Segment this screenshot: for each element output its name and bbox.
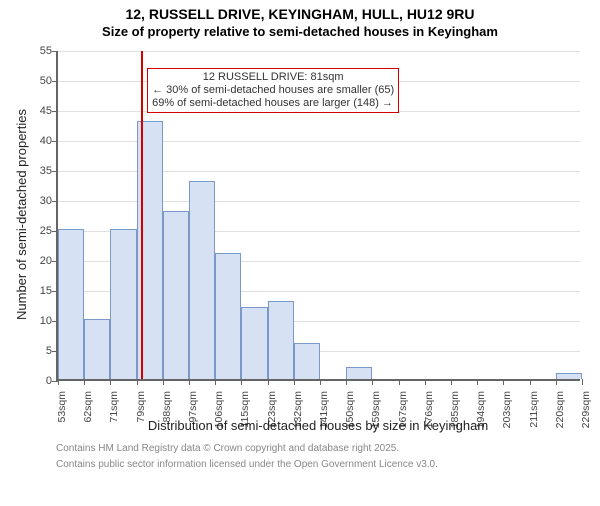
y-tick-label: 55	[28, 45, 52, 57]
x-tick-mark	[294, 379, 295, 385]
reference-line	[141, 51, 143, 379]
histogram-bar	[58, 229, 84, 379]
annotation-box: 12 RUSSELL DRIVE: 81sqm← 30% of semi-det…	[147, 68, 399, 113]
y-axis-label: Number of semi-detached properties	[14, 109, 29, 320]
chart-container: Number of semi-detached properties 05101…	[0, 39, 600, 439]
x-tick-mark	[582, 379, 583, 385]
histogram-bar	[84, 319, 110, 379]
page-title: 12, RUSSELL DRIVE, KEYINGHAM, HULL, HU12…	[0, 6, 600, 22]
x-tick-mark	[58, 379, 59, 385]
y-tick-label: 45	[28, 105, 52, 117]
x-tick-mark	[556, 379, 557, 385]
y-tick-mark	[52, 171, 58, 172]
annotation-line: ← 30% of semi-detached houses are smalle…	[152, 84, 394, 97]
histogram-bar	[294, 343, 320, 379]
x-tick-mark	[477, 379, 478, 385]
x-tick-mark	[372, 379, 373, 385]
x-tick-mark	[399, 379, 400, 385]
x-tick-mark	[503, 379, 504, 385]
annotation-line: 12 RUSSELL DRIVE: 81sqm	[152, 71, 394, 84]
y-axis-label-wrap: Number of semi-detached properties	[14, 39, 28, 389]
x-tick-mark	[137, 379, 138, 385]
y-tick-label: 5	[28, 345, 52, 357]
x-tick-mark	[215, 379, 216, 385]
histogram-bar	[346, 367, 372, 379]
y-tick-label: 15	[28, 285, 52, 297]
y-tick-label: 30	[28, 195, 52, 207]
y-tick-mark	[52, 81, 58, 82]
x-tick-mark	[530, 379, 531, 385]
y-tick-label: 10	[28, 315, 52, 327]
y-tick-label: 0	[28, 375, 52, 387]
x-tick-mark	[320, 379, 321, 385]
y-tick-label: 50	[28, 75, 52, 87]
y-tick-label: 40	[28, 135, 52, 147]
x-tick-mark	[346, 379, 347, 385]
histogram-bar	[163, 211, 189, 379]
histogram-bar	[241, 307, 267, 379]
x-tick-mark	[425, 379, 426, 385]
y-tick-mark	[52, 111, 58, 112]
y-tick-mark	[52, 51, 58, 52]
credit-line-2: Contains public sector information licen…	[56, 459, 600, 471]
y-tick-mark	[52, 201, 58, 202]
x-tick-mark	[84, 379, 85, 385]
x-tick-label: 229sqm	[580, 391, 592, 428]
x-tick-mark	[268, 379, 269, 385]
histogram-bar	[110, 229, 136, 379]
x-tick-mark	[110, 379, 111, 385]
histogram-bar	[556, 373, 582, 379]
annotation-line: 69% of semi-detached houses are larger (…	[152, 97, 394, 110]
histogram-bar	[215, 253, 241, 379]
x-tick-mark	[163, 379, 164, 385]
histogram-bar	[268, 301, 294, 379]
plot-area: 051015202530354045505553sqm62sqm71sqm79s…	[56, 51, 580, 381]
credit-line-1: Contains HM Land Registry data © Crown c…	[56, 443, 600, 455]
x-tick-mark	[189, 379, 190, 385]
histogram-bar	[189, 181, 215, 379]
x-axis-label: Distribution of semi-detached houses by …	[56, 418, 580, 433]
y-tick-label: 25	[28, 225, 52, 237]
y-tick-mark	[52, 141, 58, 142]
page-subtitle: Size of property relative to semi-detach…	[0, 24, 600, 39]
y-tick-label: 20	[28, 255, 52, 267]
y-tick-label: 35	[28, 165, 52, 177]
x-tick-mark	[241, 379, 242, 385]
gridline-h	[58, 51, 580, 52]
x-tick-mark	[451, 379, 452, 385]
